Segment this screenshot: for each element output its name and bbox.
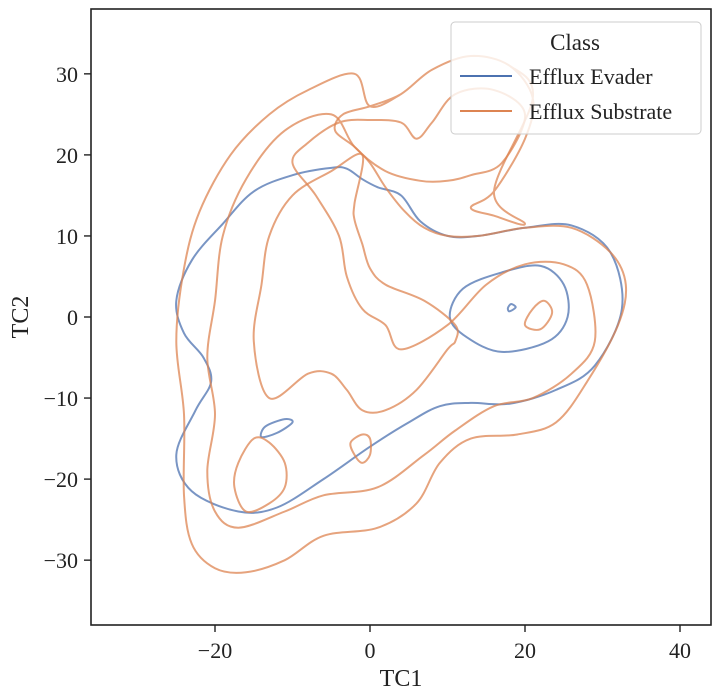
x-tick-label: −20 [198,638,232,663]
contour-efflux-evader-0 [175,166,624,514]
y-tick-label: 0 [67,305,78,330]
y-tick-label: 30 [56,62,78,87]
contour-efflux-substrate-0 [175,54,628,574]
legend-box [450,21,702,135]
contour-lines [175,54,628,574]
y-tick-label: −10 [44,386,78,411]
x-tick-label: 40 [669,638,691,663]
contour-efflux-substrate-2 [252,152,459,414]
y-tick-label: 10 [56,224,78,249]
contour-efflux-substrate-5 [523,299,554,331]
x-ticks: −20 0 20 40 [198,625,691,663]
legend-label-efflux-substrate: Efflux Substrate [529,99,672,124]
legend-title: Class [550,30,600,55]
y-tick-label: 20 [56,143,78,168]
contour-efflux-evader-2 [259,417,294,439]
contour-efflux-substrate-1 [206,87,597,529]
x-axis-label: TC1 [380,666,423,692]
legend: Class Efflux Evader Efflux Substrate [450,21,702,135]
y-tick-label: −20 [44,467,78,492]
y-tick-label: −30 [44,548,78,573]
y-ticks: −30 −20 −10 0 10 20 30 [44,62,91,573]
x-tick-label: 0 [365,638,376,663]
y-axis-label: TC2 [8,296,34,339]
contour-efflux-evader-3 [506,303,517,313]
legend-label-efflux-evader: Efflux Evader [529,64,653,89]
contour-efflux-substrate-4 [349,433,372,464]
x-tick-label: 20 [514,638,536,663]
contour-efflux-evader-1 [448,264,570,353]
contour-efflux-substrate-3 [232,436,288,514]
